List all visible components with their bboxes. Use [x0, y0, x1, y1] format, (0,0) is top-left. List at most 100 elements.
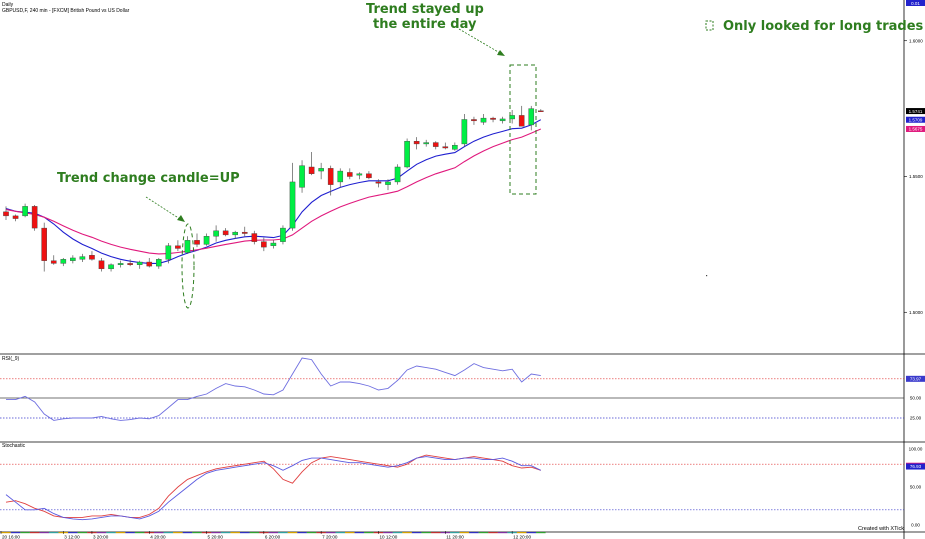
arrowhead-trend-change — [177, 215, 185, 222]
candle-body — [222, 230, 229, 236]
rsi-line — [6, 357, 541, 421]
candle-body — [509, 115, 515, 120]
session-bar — [516, 532, 527, 534]
time-label: 11 20:00 — [446, 535, 464, 539]
candle — [385, 179, 391, 191]
session-bar — [115, 532, 126, 534]
session-bar — [526, 532, 537, 534]
candle — [538, 109, 544, 112]
candle-body — [155, 259, 162, 267]
candle — [194, 233, 200, 248]
candle — [461, 114, 468, 147]
time-label: 6 20:00 — [265, 535, 281, 539]
candle-body — [308, 166, 315, 174]
candle-body — [213, 230, 219, 237]
session-bar — [173, 532, 183, 534]
candle — [423, 139, 430, 147]
annotation-trend-change: Trend change candle=UP — [57, 171, 240, 186]
price-badge-text: 1.5709 — [909, 117, 923, 122]
candle — [175, 240, 181, 252]
candle — [22, 203, 28, 218]
time-label: 10 12:00 — [379, 535, 397, 539]
candle — [337, 168, 344, 188]
candle-body — [3, 211, 9, 217]
session-bar — [459, 532, 470, 534]
session-bar — [77, 532, 88, 534]
rsi-level-badge — [906, 415, 925, 421]
symbol-title: GBPUSD,F, 240 min - [FXCM] British Pound… — [2, 8, 130, 14]
price-badge-text: 1.5675 — [909, 127, 923, 132]
session-bar — [239, 532, 250, 534]
candle — [98, 257, 105, 272]
candle-body — [31, 206, 38, 229]
candle-body — [394, 166, 401, 183]
price-badge — [906, 108, 925, 115]
rsi-level-badge — [906, 395, 925, 401]
candle-body — [70, 257, 76, 261]
candle-body — [194, 240, 200, 245]
candle-body — [165, 245, 172, 260]
stochastic-badge-text: 0.00 — [911, 523, 920, 528]
candle — [347, 168, 353, 180]
candle-body — [79, 256, 86, 260]
candle — [89, 251, 95, 261]
candle-body — [117, 263, 124, 265]
session-bar — [68, 532, 78, 534]
candle-body — [413, 140, 420, 145]
candle — [232, 230, 239, 239]
time-label: 3 12:00 — [64, 535, 80, 539]
session-bar — [402, 532, 412, 534]
session-bar — [450, 532, 460, 534]
price-badge — [906, 125, 925, 132]
session-bar — [354, 532, 365, 534]
time-label: 12 20:00 — [513, 535, 531, 539]
candle — [251, 230, 258, 245]
candle — [509, 109, 515, 124]
price-badge-text: 1.5741 — [909, 109, 923, 114]
session-bar — [10, 532, 21, 534]
candle — [518, 105, 525, 127]
session-bar — [306, 532, 317, 534]
candle-body — [41, 227, 47, 261]
rsi-label: RSI(_9) — [2, 356, 20, 362]
candle-body — [108, 264, 114, 270]
session-bar — [392, 532, 403, 534]
candle — [12, 214, 19, 222]
candle — [50, 255, 57, 265]
moving-average-line — [5, 119, 542, 264]
candle — [222, 228, 229, 237]
legend-dashed-square — [705, 20, 714, 31]
moving-average-line — [5, 128, 542, 255]
price-tick-label: 1.5000 — [909, 310, 923, 315]
session-bar — [536, 532, 546, 534]
session-bar — [478, 532, 489, 534]
candle-body — [327, 168, 334, 185]
stochastic-badge-text: 50.00 — [910, 485, 922, 490]
candle-body — [232, 231, 239, 236]
candle-body — [538, 110, 544, 112]
candle — [41, 222, 47, 272]
session-bar — [345, 532, 355, 534]
candle — [432, 141, 439, 150]
stochastic-badge — [906, 463, 925, 470]
stochastic-label: Stochastic — [2, 443, 26, 449]
candle — [280, 225, 286, 245]
candle — [117, 260, 124, 268]
candle — [165, 243, 172, 264]
price-tick-label: 1.6000 — [909, 38, 923, 43]
annotation-entire-day: the entire day — [373, 17, 477, 32]
candle — [70, 255, 76, 264]
rsi-panel: 73.97 50.00 25.00 — [0, 357, 925, 421]
candle-body — [452, 145, 458, 150]
arrow-trend-stayed-up — [458, 28, 501, 54]
candle-body — [299, 165, 305, 188]
footer-credit: Created with XTick — [858, 526, 904, 532]
session-bar — [325, 532, 336, 534]
session-bar — [364, 532, 374, 534]
session-bar — [182, 532, 193, 534]
candle-body — [423, 142, 430, 145]
session-bar — [39, 532, 49, 534]
stray-dot — [706, 275, 708, 277]
candle-body — [241, 231, 248, 234]
